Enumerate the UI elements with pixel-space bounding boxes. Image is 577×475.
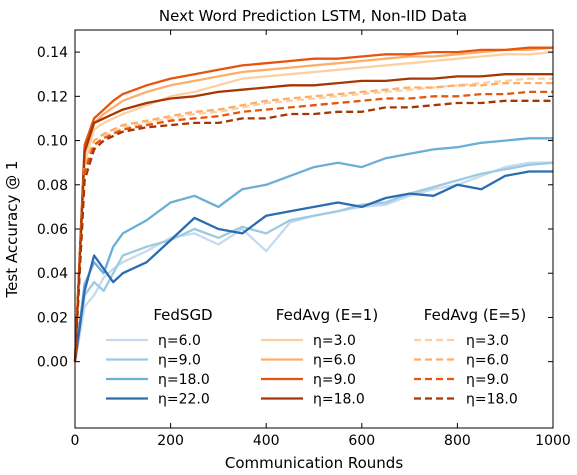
y-tick-label: 0.06 (37, 222, 68, 238)
y-tick-label: 0.00 (37, 355, 68, 371)
x-tick-label: 200 (157, 433, 184, 449)
legend-label: η=6.0 (313, 353, 356, 369)
legend-label: η=9.0 (158, 353, 201, 369)
x-tick-label: 600 (348, 433, 375, 449)
x-tick-label: 0 (71, 433, 80, 449)
x-axis: 0 200 400 600 800 1000 (71, 30, 571, 449)
y-tick-label: 0.12 (37, 89, 68, 105)
legend-label: η=9.0 (466, 372, 509, 388)
plot-lines (73, 46, 554, 362)
series-line-10 (73, 90, 553, 362)
series-line-3 (73, 170, 553, 362)
legend-group-title: FedAvg (E=5) (424, 306, 526, 324)
series-line-9 (73, 81, 553, 362)
series-line-1 (73, 161, 554, 362)
legend-label: η=6.0 (158, 333, 201, 349)
series-line-6 (73, 46, 553, 362)
series-line-2 (73, 137, 553, 362)
legend-label: η=18.0 (158, 372, 210, 388)
legend-group-title: FedSGD (153, 306, 212, 324)
legend-label: η=3.0 (466, 333, 509, 349)
series-line-0 (73, 161, 553, 362)
series-line-7 (73, 73, 553, 362)
y-tick-label: 0.14 (37, 45, 68, 61)
y-axis: 0.00 0.02 0.04 0.06 0.08 0.10 0.12 0.14 (37, 45, 553, 371)
y-tick-label: 0.02 (37, 310, 68, 326)
chart-title: Next Word Prediction LSTM, Non-IID Data (159, 7, 467, 25)
series-line-5 (73, 46, 554, 362)
legend-label: η=22.0 (158, 392, 210, 408)
y-tick-label: 0.04 (37, 266, 68, 282)
x-tick-label: 1000 (535, 433, 571, 449)
x-tick-label: 800 (444, 433, 471, 449)
y-axis-label: Test Accuracy @ 1 (3, 161, 21, 299)
y-tick-label: 0.10 (37, 134, 68, 150)
y-tick-label: 0.08 (37, 178, 68, 194)
series-line-4 (73, 50, 554, 362)
legend: FedSGD η=6.0 η=9.0 η=18.0 η=22.0 FedAvg (E=1)… (106, 306, 526, 408)
legend-label: η=18.0 (313, 392, 365, 408)
x-tick-label: 400 (253, 433, 280, 449)
x-axis-label: Communication Rounds (225, 454, 403, 472)
legend-label: η=6.0 (466, 353, 509, 369)
legend-group-title: FedAvg (E=1) (276, 306, 378, 324)
legend-label: η=18.0 (466, 392, 518, 408)
legend-label: η=3.0 (313, 333, 356, 349)
legend-label: η=9.0 (313, 372, 356, 388)
series-line-11 (73, 99, 553, 362)
